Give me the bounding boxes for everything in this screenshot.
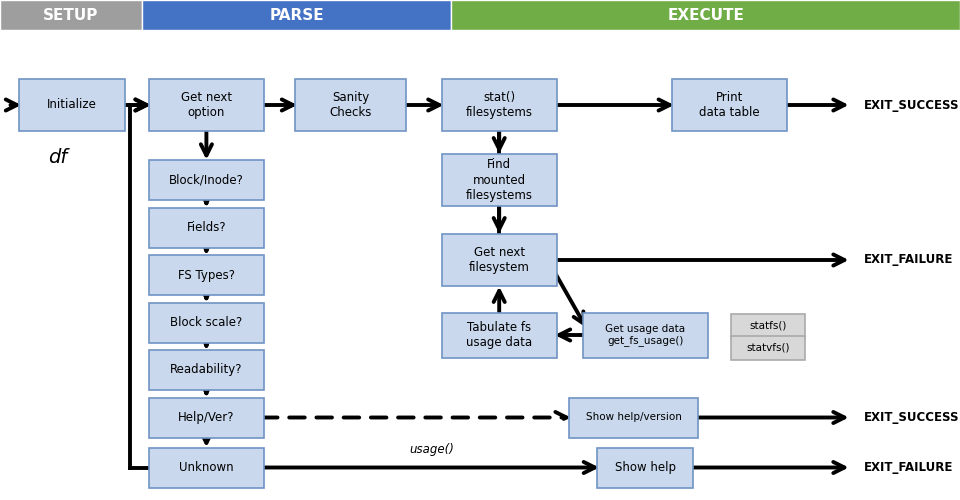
FancyBboxPatch shape xyxy=(731,336,805,359)
Text: statvfs(): statvfs() xyxy=(746,342,790,352)
Text: EXIT_FAILURE: EXIT_FAILURE xyxy=(864,461,953,474)
Text: Get usage data
get_fs_usage(): Get usage data get_fs_usage() xyxy=(605,324,685,346)
Text: Block/Inode?: Block/Inode? xyxy=(169,174,244,186)
FancyBboxPatch shape xyxy=(149,78,264,131)
Text: Print
data table: Print data table xyxy=(699,91,760,119)
Text: Show help/version: Show help/version xyxy=(586,412,682,422)
Text: Get next
option: Get next option xyxy=(180,91,232,119)
Text: Block scale?: Block scale? xyxy=(170,316,243,329)
Text: SETUP: SETUP xyxy=(43,8,99,22)
FancyBboxPatch shape xyxy=(149,350,264,390)
Text: Sanity
Checks: Sanity Checks xyxy=(329,91,372,119)
Text: Find
mounted
filesystems: Find mounted filesystems xyxy=(466,158,533,202)
Text: Initialize: Initialize xyxy=(47,98,97,112)
Text: Readability?: Readability? xyxy=(170,364,243,376)
Text: EXECUTE: EXECUTE xyxy=(667,8,744,22)
FancyBboxPatch shape xyxy=(149,255,264,295)
FancyBboxPatch shape xyxy=(597,448,693,488)
FancyBboxPatch shape xyxy=(149,208,264,248)
FancyBboxPatch shape xyxy=(149,398,264,438)
Text: EXIT_SUCCESS: EXIT_SUCCESS xyxy=(864,98,959,112)
Text: Fields?: Fields? xyxy=(186,221,227,234)
Text: statfs(): statfs() xyxy=(750,321,786,331)
FancyBboxPatch shape xyxy=(583,312,708,358)
FancyBboxPatch shape xyxy=(672,78,787,131)
FancyBboxPatch shape xyxy=(731,314,805,338)
FancyBboxPatch shape xyxy=(296,78,405,131)
Text: df: df xyxy=(48,148,67,167)
Text: Get next
filesystem: Get next filesystem xyxy=(468,246,530,274)
Bar xyxy=(0,0,142,30)
Text: usage(): usage() xyxy=(410,444,454,456)
FancyBboxPatch shape xyxy=(568,398,699,438)
Text: PARSE: PARSE xyxy=(270,8,324,22)
Text: EXIT_SUCCESS: EXIT_SUCCESS xyxy=(864,411,959,424)
Text: Help/Ver?: Help/Ver? xyxy=(179,411,234,424)
FancyBboxPatch shape xyxy=(442,154,557,206)
FancyBboxPatch shape xyxy=(442,234,557,286)
Bar xyxy=(142,0,451,30)
FancyBboxPatch shape xyxy=(19,78,125,131)
Text: Tabulate fs
usage data: Tabulate fs usage data xyxy=(467,321,532,349)
Text: FS Types?: FS Types? xyxy=(178,268,235,281)
Text: stat()
filesystems: stat() filesystems xyxy=(466,91,533,119)
FancyBboxPatch shape xyxy=(442,312,557,358)
Text: Unknown: Unknown xyxy=(180,461,233,474)
FancyBboxPatch shape xyxy=(442,78,557,131)
Bar xyxy=(451,0,960,30)
Text: EXIT_FAILURE: EXIT_FAILURE xyxy=(864,254,953,266)
FancyBboxPatch shape xyxy=(149,160,264,200)
Text: Show help: Show help xyxy=(614,461,676,474)
FancyBboxPatch shape xyxy=(149,302,264,343)
FancyBboxPatch shape xyxy=(149,448,264,488)
